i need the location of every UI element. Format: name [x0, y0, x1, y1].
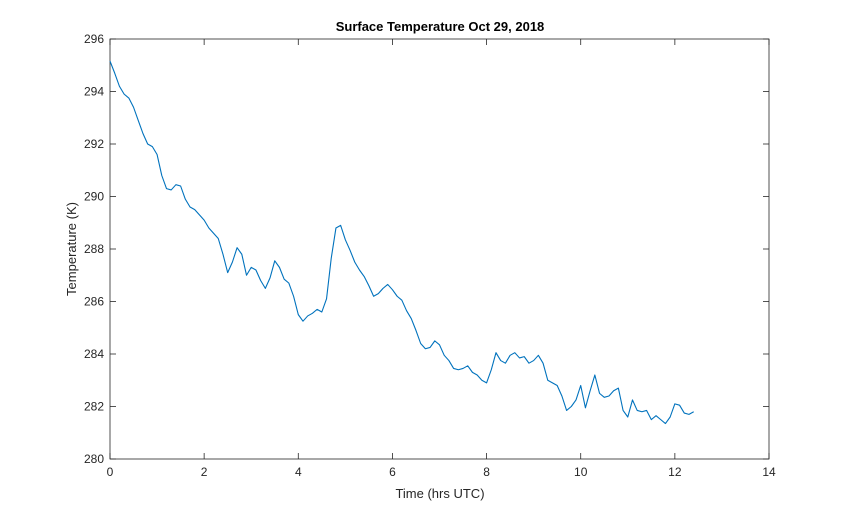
x-tick-label: 10 — [574, 465, 588, 479]
y-tick-label: 286 — [84, 295, 104, 309]
line-series — [109, 60, 694, 425]
y-tick-label: 292 — [84, 137, 104, 151]
x-tick-label: 12 — [668, 465, 682, 479]
x-tick-label: 2 — [201, 465, 208, 479]
y-tick-label: 296 — [84, 32, 104, 46]
y-axis-label: Temperature (K) — [64, 202, 79, 296]
y-tick-label: 290 — [84, 190, 104, 204]
x-tick-label: 4 — [295, 465, 302, 479]
y-tick-label: 282 — [84, 400, 104, 414]
y-tick-label: 284 — [84, 347, 104, 361]
x-tick-label: 6 — [389, 465, 396, 479]
x-tick-label: 8 — [483, 465, 490, 479]
x-axis-label: Time (hrs UTC) — [395, 486, 484, 501]
x-tick-label: 0 — [107, 465, 114, 479]
chart-title: Surface Temperature Oct 29, 2018 — [336, 19, 545, 34]
plot-box — [109, 38, 770, 460]
y-tick-label: 294 — [84, 85, 104, 99]
y-tick-label: 280 — [84, 452, 104, 466]
x-tick-label: 14 — [762, 465, 776, 479]
y-tick-label: 288 — [84, 242, 104, 256]
